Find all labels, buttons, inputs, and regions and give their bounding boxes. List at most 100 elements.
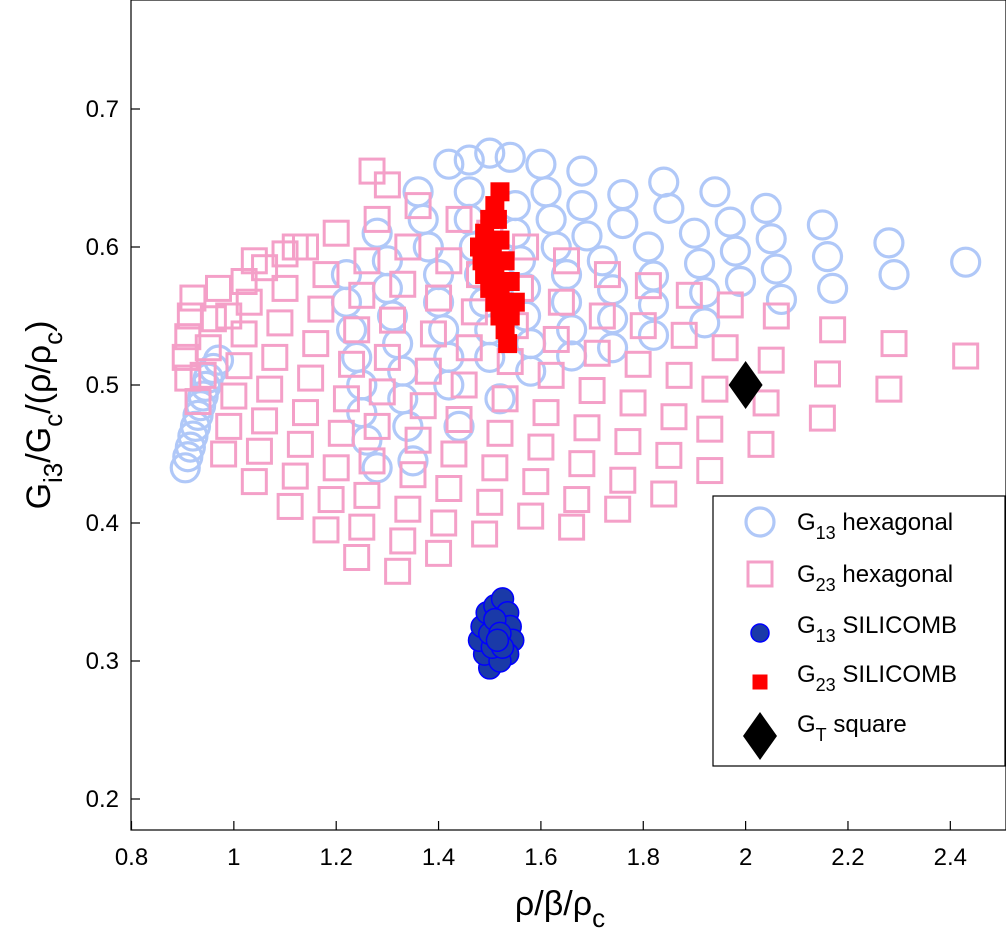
x-tick-label: 0.8	[115, 844, 148, 871]
point-g23_hexagonal	[363, 412, 391, 440]
point-g23_hexagonal	[665, 361, 693, 389]
point-g13_hexagonal	[806, 209, 838, 241]
y-tick-label: 0.5	[86, 372, 119, 399]
y-tick-label: 0.6	[86, 234, 119, 261]
point-g23_hexagonal	[292, 399, 319, 427]
point-g23_hexagonal	[604, 495, 632, 523]
point-g23_hexagonal	[522, 468, 550, 496]
point-g23_hexagonal	[215, 412, 243, 440]
point-g23_hexagonal	[517, 502, 545, 530]
point-g23_hexagonal	[747, 430, 775, 458]
y-tick-label: 0.4	[86, 510, 119, 537]
point-g23_hexagonal	[701, 375, 729, 403]
point-g23_hexagonal	[373, 171, 401, 199]
point-g23_hexagonal	[711, 334, 739, 362]
point-g23_hexagonal	[251, 407, 279, 435]
point-g23_hexagonal	[373, 343, 401, 371]
point-g23_hexagonal	[171, 343, 199, 371]
point-g13_hexagonal	[566, 190, 598, 222]
point-g13_hexagonal	[878, 259, 910, 291]
point-g23_hexagonal	[266, 309, 294, 337]
point-g23_hexagonal	[271, 240, 299, 268]
x-axis-label: ρ/β/ρc	[515, 885, 605, 933]
point-g13_hexagonal	[596, 274, 629, 306]
series-g23_silicomb	[470, 182, 525, 354]
legend-label-gt-square: GT square	[797, 711, 907, 745]
legend-marker-filled-diamond	[743, 712, 777, 760]
point-g13_hexagonal	[433, 148, 465, 180]
point-g23_hexagonal	[593, 261, 621, 289]
point-g13_hexagonal	[653, 192, 685, 224]
point-g13_hexagonal	[428, 314, 460, 346]
point-g23_hexagonal	[558, 513, 586, 541]
point-g13_hexagonal	[407, 203, 439, 235]
point-g23_hexagonal	[353, 481, 381, 509]
legend-markers	[743, 506, 777, 760]
point-g13_hexagonal	[422, 259, 455, 291]
point-g13_hexagonal	[873, 227, 905, 259]
point-g23_hexagonal	[425, 539, 453, 567]
point-g23_hexagonal	[435, 475, 463, 502]
point-g23_hexagonal	[399, 461, 427, 489]
point-g23_hexagonal	[343, 316, 371, 344]
x-tick-label: 2.2	[831, 844, 864, 871]
point-g23_hexagonal	[348, 513, 376, 541]
point-g13_hexagonal	[550, 286, 583, 318]
point-g13_hexagonal	[637, 319, 670, 351]
axis-ticks: 0.8 1 1.2 1.4 1.6 1.8 2 2.2 2.4 0.2 0.3 0.4 0.5 0.6 0.…	[86, 96, 967, 871]
legend-label-g23-silicomb: G23 SILICOMB	[797, 661, 957, 695]
point-g23_hexagonal	[619, 389, 647, 417]
point-g23_hexagonal	[757, 346, 785, 374]
point-g13_hexagonal	[699, 176, 731, 208]
point-g23_hexagonal	[338, 350, 366, 378]
point-g23_hexagonal	[716, 291, 744, 319]
point-g23_hexagonal	[379, 306, 406, 334]
point-g23_hexagonal	[808, 404, 836, 432]
point-g13_hexagonal	[341, 341, 373, 373]
point-g23_hexagonal	[225, 352, 253, 380]
point-g23_hexagonal	[455, 334, 483, 362]
point-g23_hexagonal	[532, 399, 560, 427]
point-g23_hexagonal	[235, 288, 263, 316]
point-g13_hexagonal	[714, 206, 746, 238]
point-g23_hexagonal	[394, 495, 422, 523]
legend-label-g23-hexagonal: G23 hexagonal	[797, 561, 953, 595]
point-g13_hexagonal	[678, 217, 711, 249]
point-g13_hexagonal	[637, 260, 670, 292]
point-g23_hexagonal	[634, 272, 662, 300]
point-g23_hexagonal	[230, 268, 258, 295]
point-g13_hexagonal	[683, 247, 716, 280]
point-g13_hexagonal	[494, 141, 526, 173]
point-g23_hexagonal	[573, 414, 601, 442]
legend-marker-open-square	[746, 560, 774, 588]
point-g23_hexagonal	[176, 302, 204, 330]
point-g23_hexagonal	[583, 339, 611, 367]
point-g23_hexagonal	[614, 428, 642, 456]
data-marks	[169, 137, 982, 680]
point-g13_hexagonal	[422, 286, 455, 318]
point-g23_hexagonal	[624, 350, 652, 378]
point-g23_hexagonal	[609, 466, 637, 494]
point-g23_hexagonal	[286, 430, 314, 458]
point-g23_hexagonal	[445, 406, 473, 433]
point-g23_hexagonal	[419, 320, 447, 348]
point-g13_hexagonal	[719, 235, 751, 267]
point-g23_hexagonal	[486, 419, 514, 447]
point-g23_hexagonal	[240, 247, 268, 275]
point-g23_hexagonal	[281, 233, 309, 261]
point-g23_hexagonal	[220, 382, 248, 410]
point-g23_hexagonal	[675, 281, 703, 309]
x-tick-label: 1.8	[627, 844, 660, 871]
point-g23_hexagonal	[696, 415, 724, 443]
point-g23_hexagonal	[307, 295, 335, 323]
point-g23_hexagonal	[435, 247, 463, 275]
legend-marker-filled-square	[752, 674, 768, 690]
point-g23_hexagonal	[512, 233, 540, 261]
point-g23_hexagonal	[368, 378, 396, 406]
point-g23_hexagonal	[471, 520, 499, 548]
x-tick-label: 2.4	[934, 844, 967, 871]
legend-label-g13-hexagonal: G13 hexagonal	[797, 509, 953, 543]
point-g23_hexagonal	[261, 343, 289, 371]
point-g23_hexagonal	[880, 330, 908, 358]
